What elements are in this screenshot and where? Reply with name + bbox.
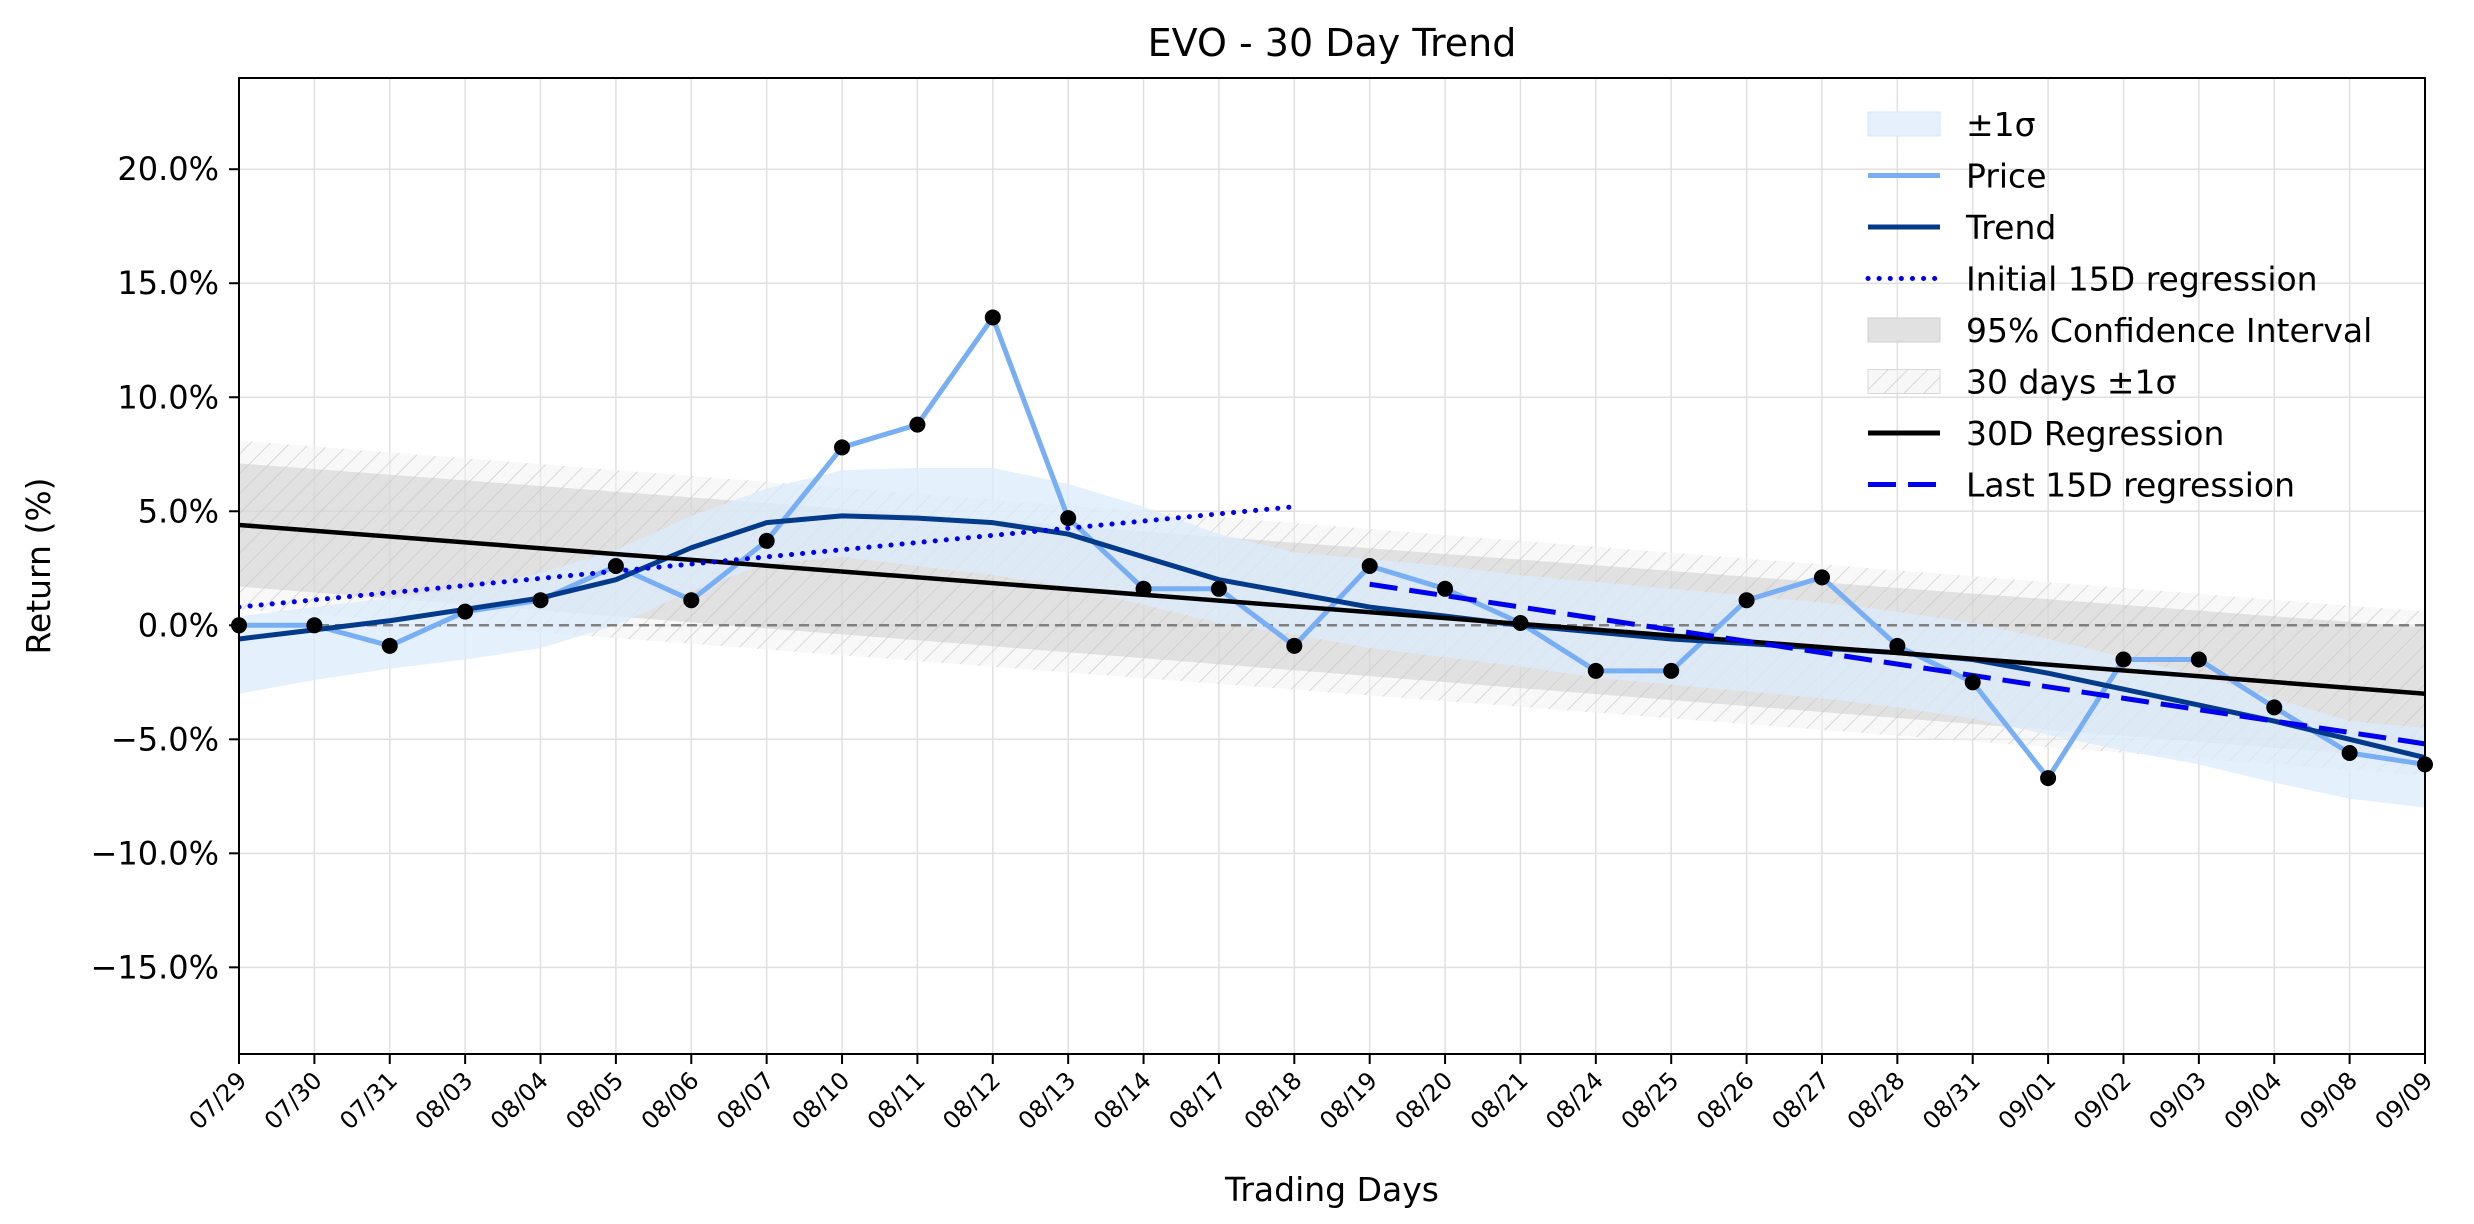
legend-label: ±1σ <box>1966 105 2036 144</box>
y-tick-label: 20.0% <box>117 150 219 188</box>
price-point <box>2040 770 2057 787</box>
legend-label: 30 days ±1σ <box>1966 363 2176 402</box>
x-tick-label: 09/04 <box>2219 1066 2288 1135</box>
legend-item-price: Price <box>1868 157 2047 196</box>
legend-swatch <box>1867 317 1941 343</box>
x-tick-label: 07/30 <box>259 1066 328 1135</box>
regression-30d-line <box>239 522 2425 696</box>
price-point <box>909 416 926 433</box>
price-point <box>532 592 549 609</box>
x-tick-label: 08/19 <box>1314 1066 1383 1135</box>
legend-swatch <box>1867 111 1941 137</box>
legend-item-initial-15d-regression: Initial 15D regression <box>1865 260 2318 299</box>
x-tick-label: 07/29 <box>184 1066 253 1135</box>
plot-frame <box>238 77 2426 1055</box>
x-tick-label: 08/04 <box>485 1066 554 1135</box>
price-point <box>1512 615 1529 632</box>
y-axis-label: Return (%) <box>19 477 58 654</box>
price-point <box>457 603 474 620</box>
y-tick-label: −5.0% <box>111 720 219 758</box>
y-axis: −15.0% −10.0% −5.0% 0.0% 5.0% 10.0% 15.0% 20.0% <box>91 150 239 986</box>
price-point <box>834 439 851 456</box>
x-tick-label: 08/18 <box>1239 1066 1308 1135</box>
x-tick-label: 08/10 <box>787 1066 856 1135</box>
x-tick-label: 09/09 <box>2370 1066 2439 1135</box>
legend-label: Initial 15D regression <box>1966 260 2318 299</box>
x-tick-label: 08/17 <box>1163 1066 1232 1135</box>
price-point <box>1738 592 1755 609</box>
price-point <box>1813 569 1830 586</box>
price-point <box>1286 637 1303 654</box>
price-point <box>1210 580 1227 597</box>
x-tick-label: 09/01 <box>1993 1066 2062 1135</box>
x-tick-label: 08/03 <box>410 1066 479 1135</box>
legend-label: 95% Confidence Interval <box>1966 311 2372 350</box>
x-tick-label: 08/06 <box>636 1066 705 1135</box>
x-axis: 07/29 07/30 07/31 08/03 08/04 08/05 08/06 08/07… <box>184 1054 2439 1135</box>
x-tick-label: 08/20 <box>1390 1066 1459 1135</box>
legend-item-95-confidence-interval: 95% Confidence Interval <box>1867 311 2372 350</box>
price-point <box>2190 651 2207 668</box>
x-tick-label: 08/05 <box>560 1066 629 1135</box>
price-point <box>2266 699 2283 716</box>
x-tick-label: 08/07 <box>711 1066 780 1135</box>
legend-label: 30D Regression <box>1966 414 2224 453</box>
price-point <box>2341 744 2358 761</box>
x-tick-label: 09/03 <box>2143 1066 2212 1135</box>
legend: ±1σ Price Trend Initial 15D regression 95% C… <box>1865 105 2372 505</box>
price-point <box>1663 662 1680 679</box>
price-point <box>1964 674 1981 691</box>
price-point <box>1361 558 1378 574</box>
legend-swatch-hatch <box>1868 369 1940 394</box>
legend-item-trend: Trend <box>1868 208 2056 247</box>
legend-item-30-days-1: 30 days ±1σ <box>1867 363 2176 402</box>
band-sigma <box>239 467 2425 808</box>
chart-title: EVO - 30 Day Trend <box>1148 21 1517 65</box>
legend-item-1: ±1σ <box>1867 105 2036 144</box>
x-tick-label: 08/25 <box>1616 1066 1685 1135</box>
x-tick-label: 08/13 <box>1013 1066 1082 1135</box>
x-tick-label: 09/02 <box>2068 1066 2137 1135</box>
price-point <box>758 532 775 549</box>
x-tick-label: 08/14 <box>1088 1066 1157 1135</box>
x-tick-label: 08/24 <box>1540 1066 1609 1135</box>
price-point <box>2115 651 2132 668</box>
y-tick-label: 5.0% <box>138 492 219 530</box>
price-point <box>683 592 700 609</box>
price-point <box>1060 510 1077 527</box>
y-tick-label: 10.0% <box>117 378 219 416</box>
price-point <box>984 309 1001 326</box>
y-tick-label: −10.0% <box>91 834 219 872</box>
y-tick-label: −15.0% <box>91 948 219 986</box>
x-tick-label: 08/21 <box>1465 1066 1534 1135</box>
x-tick-label: 08/11 <box>862 1066 931 1135</box>
regression-initial-15d-line <box>239 504 1297 610</box>
price-point <box>381 637 398 654</box>
x-tick-label: 08/12 <box>937 1066 1006 1135</box>
legend-item-last-15d-regression: Last 15D regression <box>1868 466 2295 505</box>
legend-label: Trend <box>1965 208 2056 247</box>
price-point <box>1437 580 1454 597</box>
legend-item-30d-regression: 30D Regression <box>1868 414 2224 453</box>
x-tick-label: 08/27 <box>1766 1066 1835 1135</box>
price-point <box>1135 580 1152 597</box>
trend-line <box>239 513 2425 760</box>
x-tick-label: 09/08 <box>2294 1066 2363 1135</box>
y-tick-label: 15.0% <box>117 264 219 302</box>
price-point <box>306 617 323 634</box>
legend-label: Last 15D regression <box>1966 466 2295 505</box>
regression-last-15d-line <box>1369 581 2425 747</box>
series-lines <box>239 314 2425 781</box>
price-point <box>607 558 624 574</box>
price-point <box>1587 662 1604 679</box>
x-tick-label: 08/28 <box>1842 1066 1911 1135</box>
x-axis-label: Trading Days <box>1224 1170 1439 1209</box>
x-tick-label: 08/31 <box>1917 1066 1986 1135</box>
price-point <box>1889 637 1906 654</box>
legend-label: Price <box>1966 157 2047 196</box>
x-tick-label: 07/31 <box>334 1066 403 1135</box>
x-tick-label: 08/26 <box>1691 1066 1760 1135</box>
y-tick-label: 0.0% <box>138 606 219 644</box>
